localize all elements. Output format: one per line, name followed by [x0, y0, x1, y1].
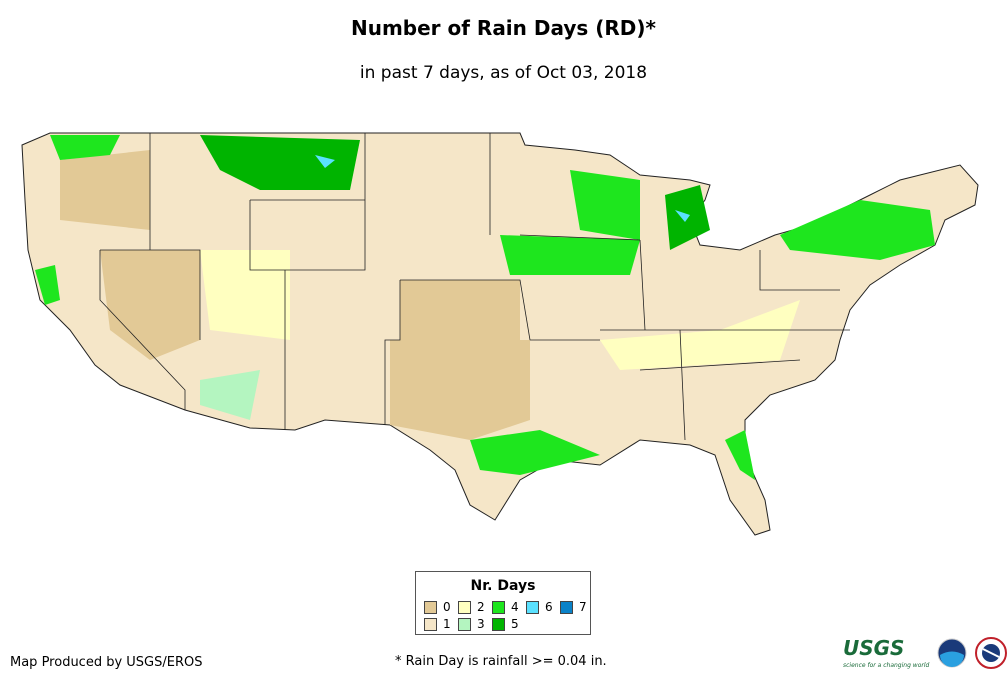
- legend-item-1: 1: [424, 617, 451, 631]
- map-title: Number of Rain Days (RD)*: [350, 16, 656, 40]
- region-2-days: [600, 300, 800, 370]
- region-2-days: [200, 250, 290, 340]
- legend-label: 2: [477, 600, 485, 614]
- state-borders: [99, 133, 850, 441]
- region-6-days: [675, 210, 690, 222]
- legend-swatch: [492, 600, 505, 614]
- usgs-logo: USGS science for a changing world: [843, 636, 929, 670]
- legend-swatch: [424, 600, 437, 614]
- region-4-days: [570, 170, 640, 240]
- legend-swatch: [492, 617, 505, 631]
- legend-label: 0: [443, 600, 451, 614]
- legend-item-5: 5: [492, 617, 519, 631]
- region-4-days: [725, 430, 755, 480]
- region-4-days: [470, 430, 600, 475]
- region-4-days: [50, 135, 120, 160]
- legend-label: 5: [511, 617, 519, 631]
- legend: Nr. Days 0 1 2 3 4 5 6 7: [415, 571, 591, 635]
- region-5-days: [200, 135, 360, 190]
- region-0-days: [60, 150, 150, 230]
- legend-item-4: 4: [492, 600, 519, 614]
- agency-logos: USGS science for a changing world: [843, 636, 1007, 670]
- rain-days-map: [21, 132, 979, 536]
- legend-swatch: [526, 600, 539, 614]
- region-0-days: [400, 280, 520, 340]
- usgs-tagline: science for a changing world: [843, 662, 930, 669]
- legend-label: 4: [511, 600, 519, 614]
- region-4-days: [500, 235, 640, 275]
- legend-title: Nr. Days: [470, 578, 536, 594]
- legend-swatch: [560, 600, 573, 614]
- legend-item-7: 7: [560, 600, 587, 614]
- region-3-days: [200, 370, 260, 420]
- legend-label: 3: [477, 617, 485, 631]
- legend-swatch: [458, 600, 471, 614]
- legend-swatch: [424, 617, 437, 631]
- legend-item-0: 0: [424, 600, 451, 614]
- region-0-days: [100, 250, 200, 360]
- region-4-days: [35, 265, 60, 305]
- credit-text: Map Produced by USGS/EROS: [10, 655, 203, 670]
- region-0-days: [390, 340, 530, 440]
- legend-item-2: 2: [458, 600, 485, 614]
- usgs-logo-text: USGS: [843, 636, 905, 660]
- legend-label: 6: [545, 600, 553, 614]
- region-6-days: [315, 155, 335, 168]
- legend-swatch: [458, 617, 471, 631]
- region-4-days: [780, 200, 935, 260]
- footnote: * Rain Day is rainfall >= 0.04 in.: [395, 654, 607, 669]
- legend-item-3: 3: [458, 617, 485, 631]
- map-subtitle: in past 7 days, as of Oct 03, 2018: [359, 63, 648, 83]
- legend-label: 7: [579, 600, 587, 614]
- noaa-logo-icon: [937, 638, 967, 668]
- legend-label: 1: [443, 617, 451, 631]
- nws-logo-icon: [975, 637, 1007, 669]
- legend-item-6: 6: [526, 600, 553, 614]
